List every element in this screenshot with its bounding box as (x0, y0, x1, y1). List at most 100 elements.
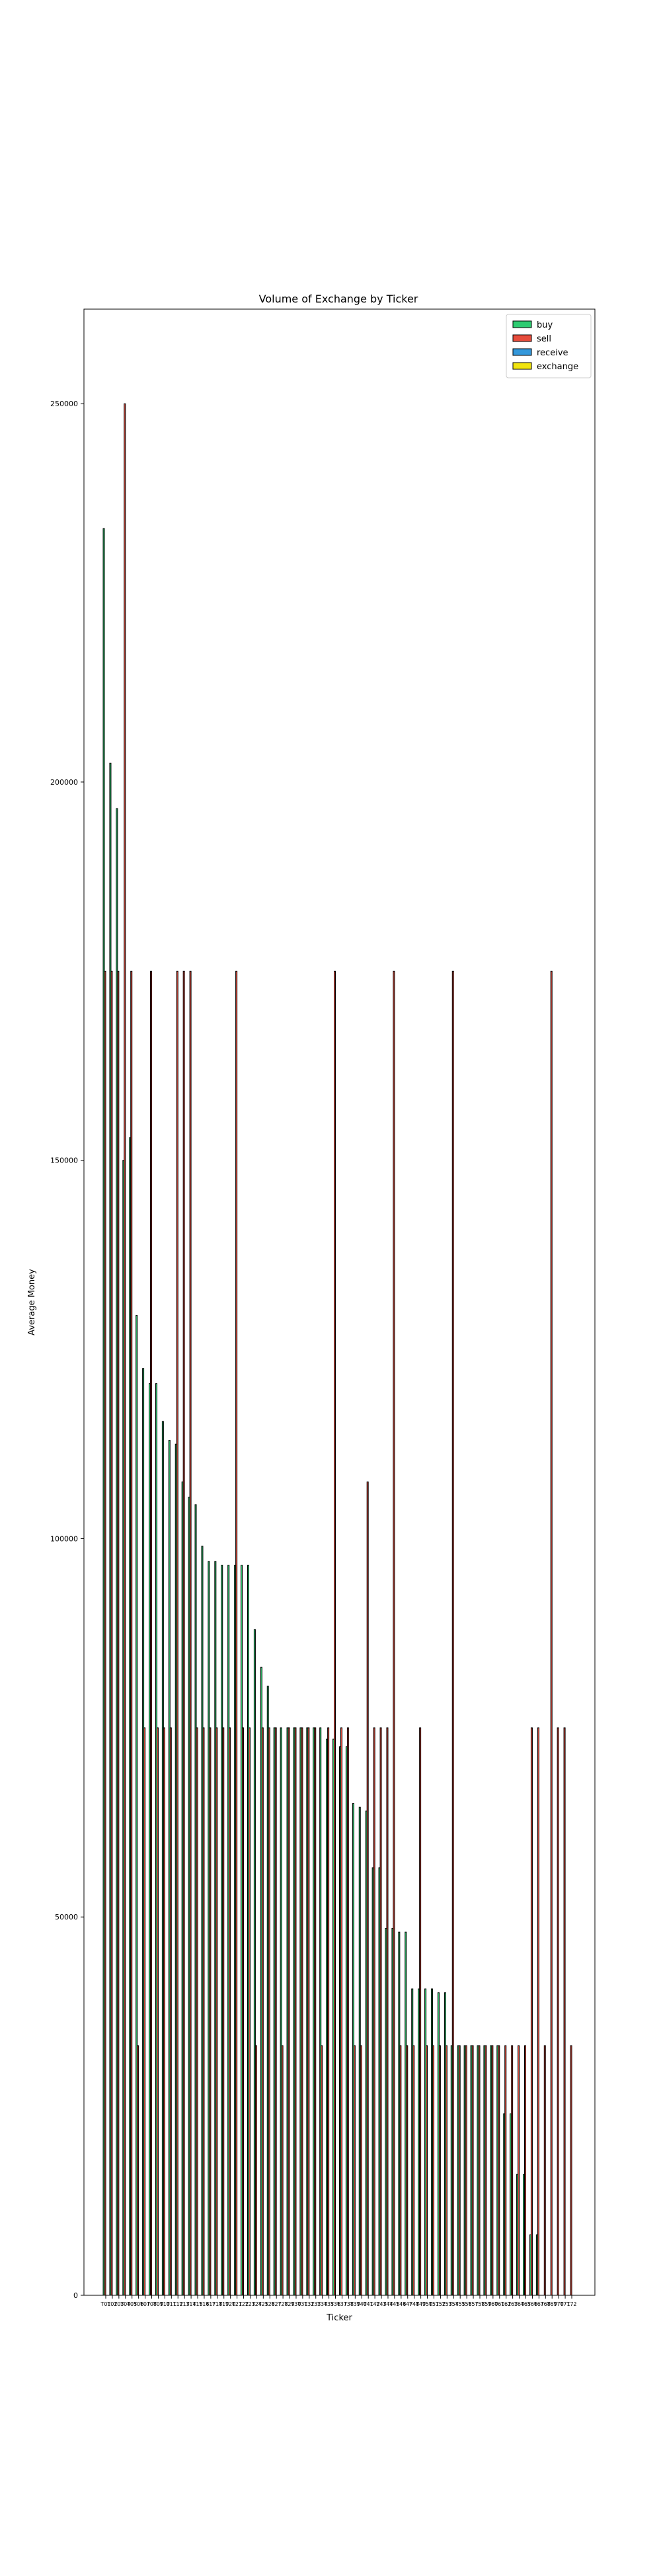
x-tick-label-56: T56 (461, 2301, 472, 2307)
bar-sell-69 (550, 970, 553, 2296)
bar-sell-51 (432, 2045, 434, 2296)
bar-sell-2 (110, 970, 113, 2296)
x-tick-label-41: T41 (363, 2301, 373, 2307)
x-tick-label-33: T33 (310, 2301, 321, 2307)
x-tick-label-24: T24 (251, 2301, 262, 2307)
bar-sell-25 (261, 1727, 264, 2296)
x-tick-label-2: T02 (106, 2301, 117, 2307)
x-tick-label-14: T14 (186, 2301, 196, 2307)
y-axis-label: Average Money (27, 1269, 37, 1336)
bar-sell-15 (196, 1727, 198, 2296)
x-tick-label-4: T04 (120, 2301, 130, 2307)
legend-swatch-sell (512, 334, 532, 342)
y-tick-label-1: 50000 (55, 1913, 78, 1921)
x-tick-label-27: T27 (271, 2301, 282, 2307)
bar-sell-38 (346, 1727, 349, 2296)
x-tick-label-71: T71 (560, 2301, 570, 2307)
bar-sell-24 (254, 2045, 257, 2296)
x-tick-label-68: T68 (540, 2301, 551, 2307)
bar-sell-57 (471, 2045, 474, 2296)
x-tick-label-70: T70 (553, 2301, 564, 2307)
bar-sell-65 (524, 2045, 527, 2296)
bar-sell-55 (458, 2045, 461, 2296)
x-tick-label-58: T58 (474, 2301, 485, 2307)
x-tick-label-21: T21 (231, 2301, 242, 2307)
x-tick-label-11: T11 (166, 2301, 176, 2307)
x-axis-label: Ticker (326, 2313, 352, 2323)
bar-sell-10 (163, 1727, 165, 2296)
bar-sell-27 (274, 1727, 277, 2296)
bar-sell-5 (130, 970, 133, 2296)
bar-sell-52 (438, 2045, 441, 2296)
bar-sell-29 (288, 1727, 290, 2296)
bar-sell-60 (491, 2045, 494, 2296)
x-tick-label-40: T40 (356, 2301, 367, 2307)
x-tick-label-62: T62 (500, 2301, 511, 2307)
bar-sell-34 (321, 2045, 323, 2296)
x-tick-label-19: T19 (218, 2301, 229, 2307)
x-tick-label-18: T18 (212, 2301, 222, 2307)
x-tick-label-26: T26 (264, 2301, 275, 2307)
bar-sell-8 (150, 970, 153, 2296)
bar-sell-23 (248, 1727, 251, 2296)
y-tick-label-2: 100000 (50, 1534, 78, 1543)
legend-label-exchange: exchange (537, 362, 578, 372)
bar-sell-58 (478, 2045, 481, 2296)
x-tick-label-57: T57 (468, 2301, 479, 2307)
x-tick-label-20: T20 (225, 2301, 235, 2307)
x-tick-label-51: T51 (428, 2301, 439, 2307)
x-tick-label-47: T47 (402, 2301, 412, 2307)
x-tick-label-42: T42 (369, 2301, 380, 2307)
bar-sell-26 (268, 1727, 270, 2296)
bar-sell-54 (451, 970, 454, 2296)
x-tick-label-67: T67 (533, 2301, 544, 2307)
bar-sell-48 (412, 2045, 415, 2296)
x-tick-label-34: T34 (317, 2301, 327, 2307)
bar-sell-45 (393, 970, 395, 2296)
x-tick-label-36: T36 (330, 2301, 340, 2307)
legend: buy sell receive exchange (506, 314, 592, 378)
bar-sell-16 (202, 1727, 205, 2296)
legend-label-receive: receive (537, 348, 568, 358)
y-tick-label-0: 0 (73, 2291, 78, 2300)
chart-title: Volume of Exchange by Ticker (259, 293, 418, 305)
x-tick-label-37: T37 (336, 2301, 347, 2307)
bar-sell-66 (530, 1727, 533, 2296)
bar-sell-3 (117, 970, 120, 2296)
x-tick-label-32: T32 (303, 2301, 314, 2307)
bar-sell-62 (504, 2045, 507, 2296)
x-tick-label-39: T39 (350, 2301, 360, 2307)
x-tick-label-8: T08 (146, 2301, 157, 2307)
x-tick-label-63: T63 (507, 2301, 518, 2307)
bar-sell-72 (570, 2045, 572, 2296)
x-tick-label-3: T03 (113, 2301, 124, 2307)
bar-sell-70 (557, 1727, 559, 2296)
x-tick-label-59: T59 (481, 2301, 491, 2307)
legend-swatch-exchange (512, 362, 532, 370)
x-tick-label-30: T30 (290, 2301, 301, 2307)
y-axis: 0 50000 100000 150000 200000 250000 (50, 400, 84, 2300)
x-tick-label-28: T28 (278, 2301, 288, 2307)
legend-swatch-receive (512, 348, 532, 356)
x-tick-label-17: T17 (205, 2301, 215, 2307)
x-tick-label-49: T49 (415, 2301, 426, 2307)
legend-label-sell: sell (537, 334, 551, 344)
bar-sell-67 (537, 1727, 539, 2296)
bar-sell-30 (294, 1727, 297, 2296)
x-tick-label-69: T69 (547, 2301, 557, 2307)
x-tick-label-66: T66 (527, 2301, 537, 2307)
bar-sell-44 (386, 1727, 389, 2296)
bar-sell-6 (137, 2045, 139, 2296)
bar-sell-22 (242, 1727, 245, 2296)
x-tick-label-38: T38 (343, 2301, 354, 2307)
plot-frame (83, 308, 596, 2296)
x-tick-label-35: T35 (323, 2301, 334, 2307)
x-tick-label-43: T43 (376, 2301, 387, 2307)
x-tick-label-6: T06 (133, 2301, 143, 2307)
bar-sell-11 (169, 1727, 172, 2296)
x-tick-label-31: T31 (297, 2301, 307, 2307)
y-tick-label-5: 250000 (50, 400, 78, 408)
x-tick-label-61: T61 (494, 2301, 504, 2307)
x-tick-label-72: T72 (566, 2301, 576, 2307)
